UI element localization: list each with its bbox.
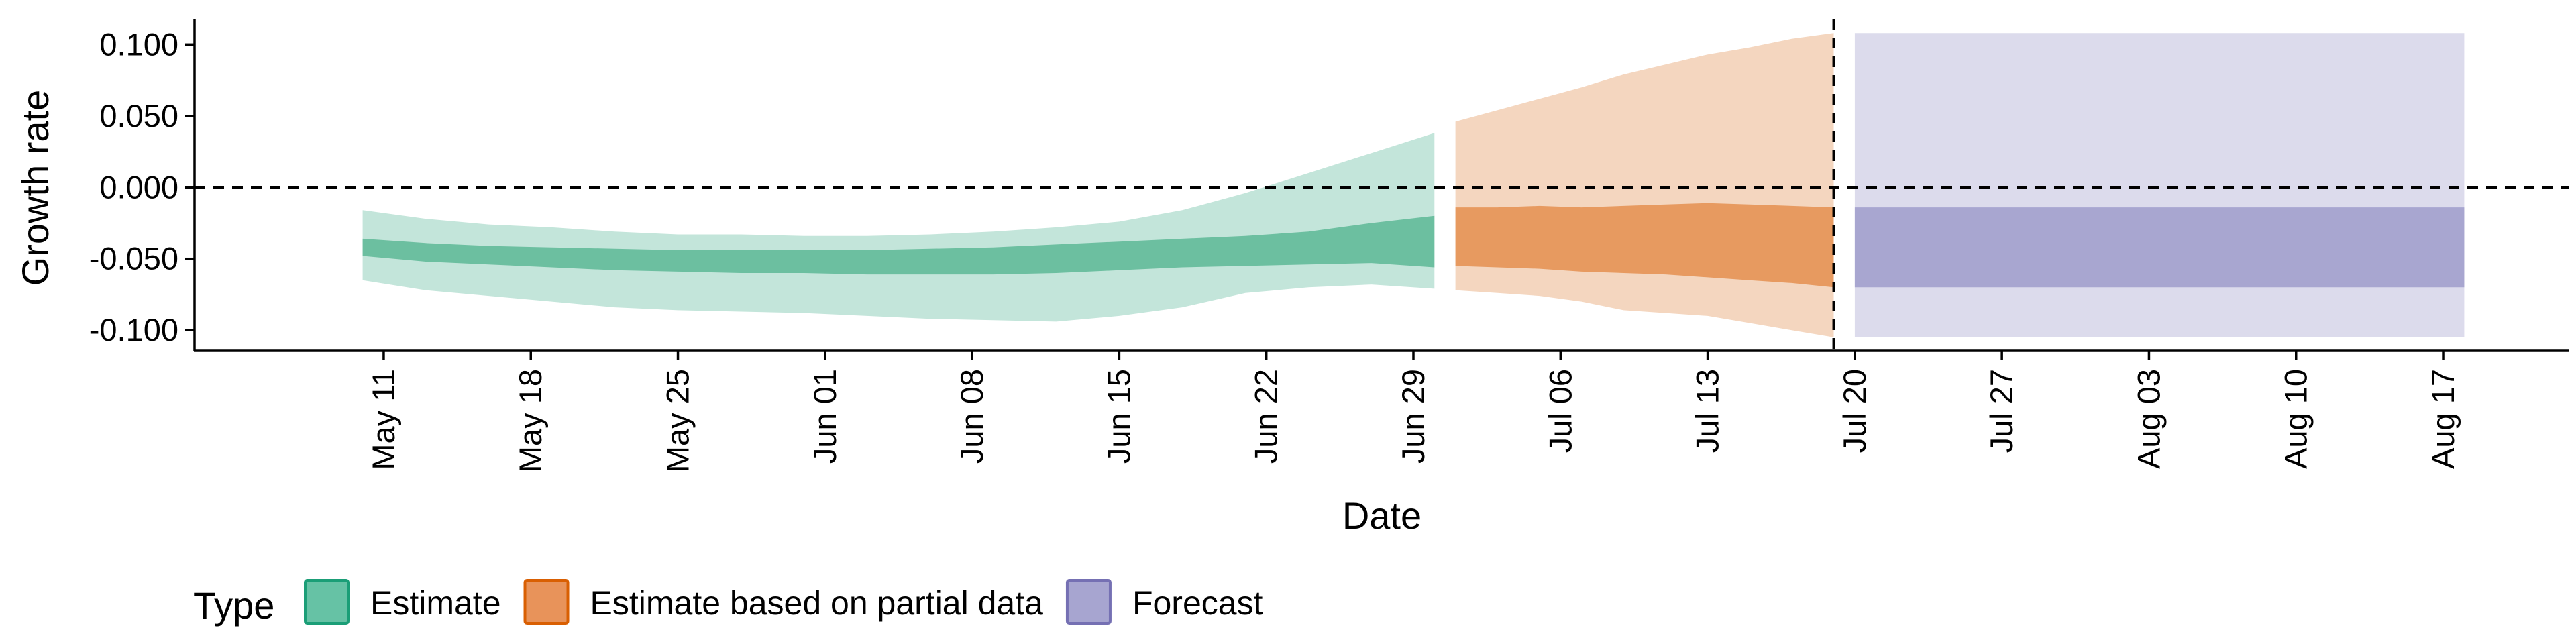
x-tick-label: Jun 08 xyxy=(954,369,989,464)
x-axis-title: Date xyxy=(1342,494,1421,537)
y-axis-title: Growth rate xyxy=(14,90,56,286)
partial-data-inner-band xyxy=(1455,203,1834,288)
forecast-inner-band xyxy=(1854,207,2465,288)
x-tick-label: Aug 17 xyxy=(2425,369,2461,469)
legend: Type Estimate Estimate based on partial d… xyxy=(193,579,1263,627)
axes-layer: 0.100 0.050 0.000 -0.050 -0.100 May 11 May 18 M… xyxy=(89,19,2569,472)
y-tick-label: 0.000 xyxy=(99,169,178,205)
x-tick-label: Jun 29 xyxy=(1395,369,1431,464)
legend-swatch-partial-data xyxy=(523,579,570,625)
x-tick-label: Jul 20 xyxy=(1837,369,1872,453)
y-tick-label: -0.050 xyxy=(89,241,178,276)
y-tick-label: 0.100 xyxy=(99,26,178,62)
estimate-outer-band xyxy=(362,133,1435,322)
reference-lines-layer xyxy=(195,19,2569,350)
x-tick-label: May 25 xyxy=(660,369,696,472)
legend-swatch-forecast xyxy=(1065,579,1112,625)
x-tick-label: Jul 27 xyxy=(1984,369,2019,453)
partial-data-outer-band xyxy=(1455,33,1834,337)
legend-swatch-estimate xyxy=(304,579,350,625)
x-tick-label: May 11 xyxy=(366,369,401,470)
x-tick-label: Jun 01 xyxy=(807,369,843,464)
legend-title: Type xyxy=(193,584,274,627)
estimate-inner-band xyxy=(362,215,1435,275)
legend-label-forecast: Forecast xyxy=(1132,584,1263,622)
x-tick-label: Aug 03 xyxy=(2131,369,2167,469)
x-tick-label: Jul 13 xyxy=(1690,369,1725,453)
legend-label-partial-data: Estimate based on partial data xyxy=(590,584,1044,622)
y-tick-label: 0.050 xyxy=(99,98,178,133)
x-tick-label: May 18 xyxy=(513,369,548,472)
x-tick-label: Jun 22 xyxy=(1248,369,1284,464)
forecast-outer-band xyxy=(1854,33,2465,337)
bands-layer xyxy=(362,33,2465,337)
legend-label-estimate: Estimate xyxy=(370,584,501,622)
y-tick-label: -0.100 xyxy=(89,312,178,347)
x-tick-label: Jun 15 xyxy=(1101,369,1136,464)
x-tick-label: Aug 10 xyxy=(2278,369,2314,469)
x-tick-label: Jul 06 xyxy=(1542,369,1578,453)
